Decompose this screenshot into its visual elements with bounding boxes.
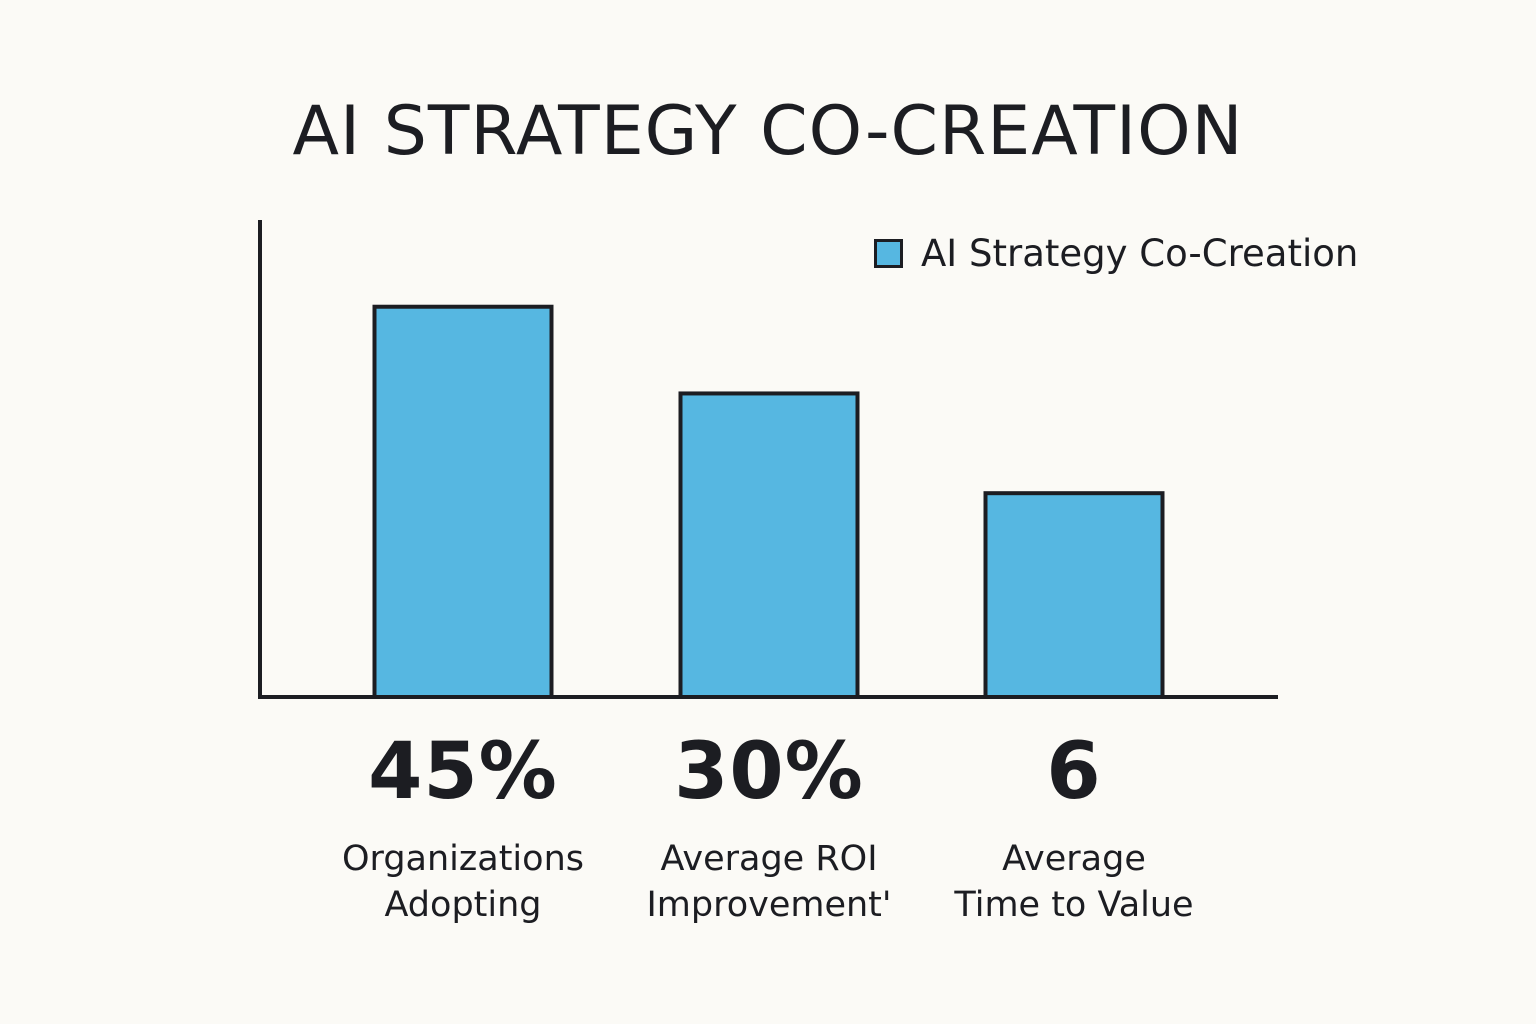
data-label-value: 6 [1046,727,1102,817]
data-label-value: 30% [674,727,864,817]
legend-label: AI Strategy Co-Creation [921,232,1359,275]
legend-swatch [874,239,903,268]
chart-title: AI STRATEGY CO-CREATION [292,92,1244,171]
category-block-average-time-to-value: 6 Average Time to Value [924,730,1224,928]
bar-0 [372,304,554,699]
data-label-value: 45% [368,727,558,817]
x-tick-label: Average ROI Improvement' [646,839,892,925]
category-block-average-roi-improvement: 30% Average ROI Improvement' [619,730,919,928]
bar-1 [678,391,860,699]
bars-group [372,304,1165,700]
x-tick-label: Organizations Adopting [342,839,584,925]
category-block-organizations-adopting: 45% Organizations Adopting [313,730,613,928]
x-tick-label: Average Time to Value [954,839,1194,925]
chart-legend: AI Strategy Co-Creation [874,232,1358,275]
bar-2 [983,491,1165,700]
